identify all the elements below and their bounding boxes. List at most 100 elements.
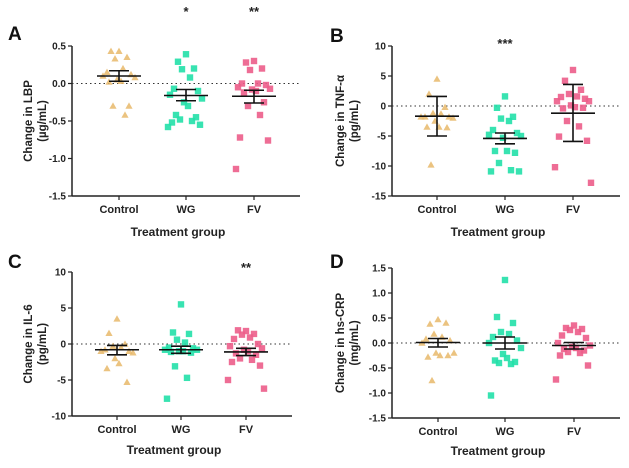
data-point-wg xyxy=(177,301,185,308)
data-point-fv xyxy=(579,104,587,111)
y-tick-label: -5 xyxy=(57,376,66,387)
significance-marker: * xyxy=(183,4,189,19)
data-point-fv xyxy=(256,362,264,369)
data-point-control xyxy=(97,347,105,354)
data-point-fv xyxy=(563,117,571,125)
x-tick-label: WG xyxy=(177,204,196,216)
x-tick-label: FV xyxy=(566,204,581,216)
data-point-fv xyxy=(584,362,592,369)
data-point-control xyxy=(426,320,434,327)
y-axis-title: Change in hs-CRP xyxy=(335,293,347,394)
data-point-wg xyxy=(491,357,499,364)
data-point-control xyxy=(443,124,451,131)
data-point-wg xyxy=(511,358,519,366)
data-point-wg xyxy=(497,115,505,122)
panel-letter: C xyxy=(8,252,22,273)
data-point-control xyxy=(436,351,444,359)
data-point-fv xyxy=(555,133,563,140)
data-point-wg xyxy=(181,339,189,346)
data-point-control xyxy=(113,315,121,322)
data-point-fv xyxy=(226,342,234,350)
data-point-fv xyxy=(573,93,581,100)
data-point-fv xyxy=(553,98,561,105)
data-point-fv xyxy=(258,65,266,72)
data-point-wg xyxy=(196,121,204,128)
data-point-wg xyxy=(182,51,190,58)
panel-d: D 1.5 1.0 0.5 0.0 -0.5 -1.0 -1.5 Control WG FV Trea… xyxy=(330,252,620,458)
data-point-control xyxy=(423,123,431,130)
panel-letter: B xyxy=(330,26,344,47)
data-point-wg xyxy=(176,116,184,123)
y-tick-label: -1.5 xyxy=(49,192,67,203)
data-point-wg xyxy=(190,65,198,72)
data-point-wg xyxy=(175,348,183,355)
data-point-control xyxy=(123,378,131,385)
y-tick-label: 0.0 xyxy=(52,79,66,90)
data-point-fv xyxy=(558,332,566,339)
y-tick-label: 5 xyxy=(380,72,386,83)
panel-b: B 10 5 0 -5 -10 -15 Control WG FV Treatment group C… xyxy=(330,26,620,239)
data-point-control xyxy=(105,329,113,336)
data-point-fv xyxy=(232,350,240,357)
data-point-control xyxy=(441,103,449,110)
data-point-wg xyxy=(183,374,191,382)
data-point-fv xyxy=(246,66,254,74)
data-point-wg xyxy=(188,117,196,125)
data-point-fv xyxy=(572,344,580,352)
data-point-fv xyxy=(559,105,567,112)
y-tick-label: 0 xyxy=(380,102,386,113)
x-tick-label: Control xyxy=(418,426,457,438)
y-axis-title: Change in TNF-α xyxy=(335,75,347,167)
data-point-control xyxy=(449,114,457,121)
data-point-control xyxy=(103,68,111,76)
y-tick-label: 0.0 xyxy=(372,339,386,350)
x-tick-label: WG xyxy=(172,424,191,436)
data-point-fv xyxy=(580,347,588,354)
significance-marker: *** xyxy=(497,36,513,51)
data-point-wg xyxy=(507,167,515,174)
x-axis-title: Treatment group xyxy=(451,444,546,458)
data-point-control xyxy=(125,347,133,354)
y-tick-label: -1.5 xyxy=(369,414,387,425)
data-point-control xyxy=(434,315,442,323)
data-point-fv xyxy=(250,57,258,65)
data-point-wg xyxy=(511,149,519,156)
data-point-wg xyxy=(189,345,197,352)
data-point-control xyxy=(424,353,432,360)
data-point-fv xyxy=(260,385,268,392)
y-tick-label: 10 xyxy=(375,42,387,53)
y-tick-label: 1.0 xyxy=(372,289,386,300)
data-point-control xyxy=(450,349,458,356)
x-tick-label: Control xyxy=(97,424,136,436)
y-tick-label: 1.5 xyxy=(372,264,386,275)
data-point-fv xyxy=(576,349,584,357)
data-point-control xyxy=(119,64,127,72)
data-point-wg xyxy=(178,66,186,73)
data-point-fv xyxy=(236,355,244,362)
data-point-wg xyxy=(171,363,179,370)
data-point-wg xyxy=(489,126,497,134)
data-point-wg xyxy=(172,111,180,119)
data-point-wg xyxy=(165,344,173,351)
data-point-wg xyxy=(505,117,513,125)
y-tick-label: -1.0 xyxy=(49,154,67,165)
data-point-wg xyxy=(169,329,177,336)
data-point-fv xyxy=(556,352,564,359)
data-point-control xyxy=(111,354,119,362)
data-point-wg xyxy=(513,337,521,344)
data-point-fv xyxy=(234,84,242,91)
y-tick-label: 0.5 xyxy=(52,42,66,53)
data-point-wg xyxy=(164,123,172,131)
data-point-wg xyxy=(517,344,525,352)
data-point-fv xyxy=(240,89,248,96)
y-tick-label: 0 xyxy=(60,340,66,351)
data-point-wg xyxy=(501,276,509,284)
data-point-fv xyxy=(234,327,242,334)
y-tick-label: -10 xyxy=(372,162,387,173)
data-point-fv xyxy=(246,334,254,341)
data-point-fv xyxy=(554,339,562,347)
data-point-fv xyxy=(244,102,252,110)
data-point-control xyxy=(111,55,119,62)
data-point-fv xyxy=(254,340,262,348)
